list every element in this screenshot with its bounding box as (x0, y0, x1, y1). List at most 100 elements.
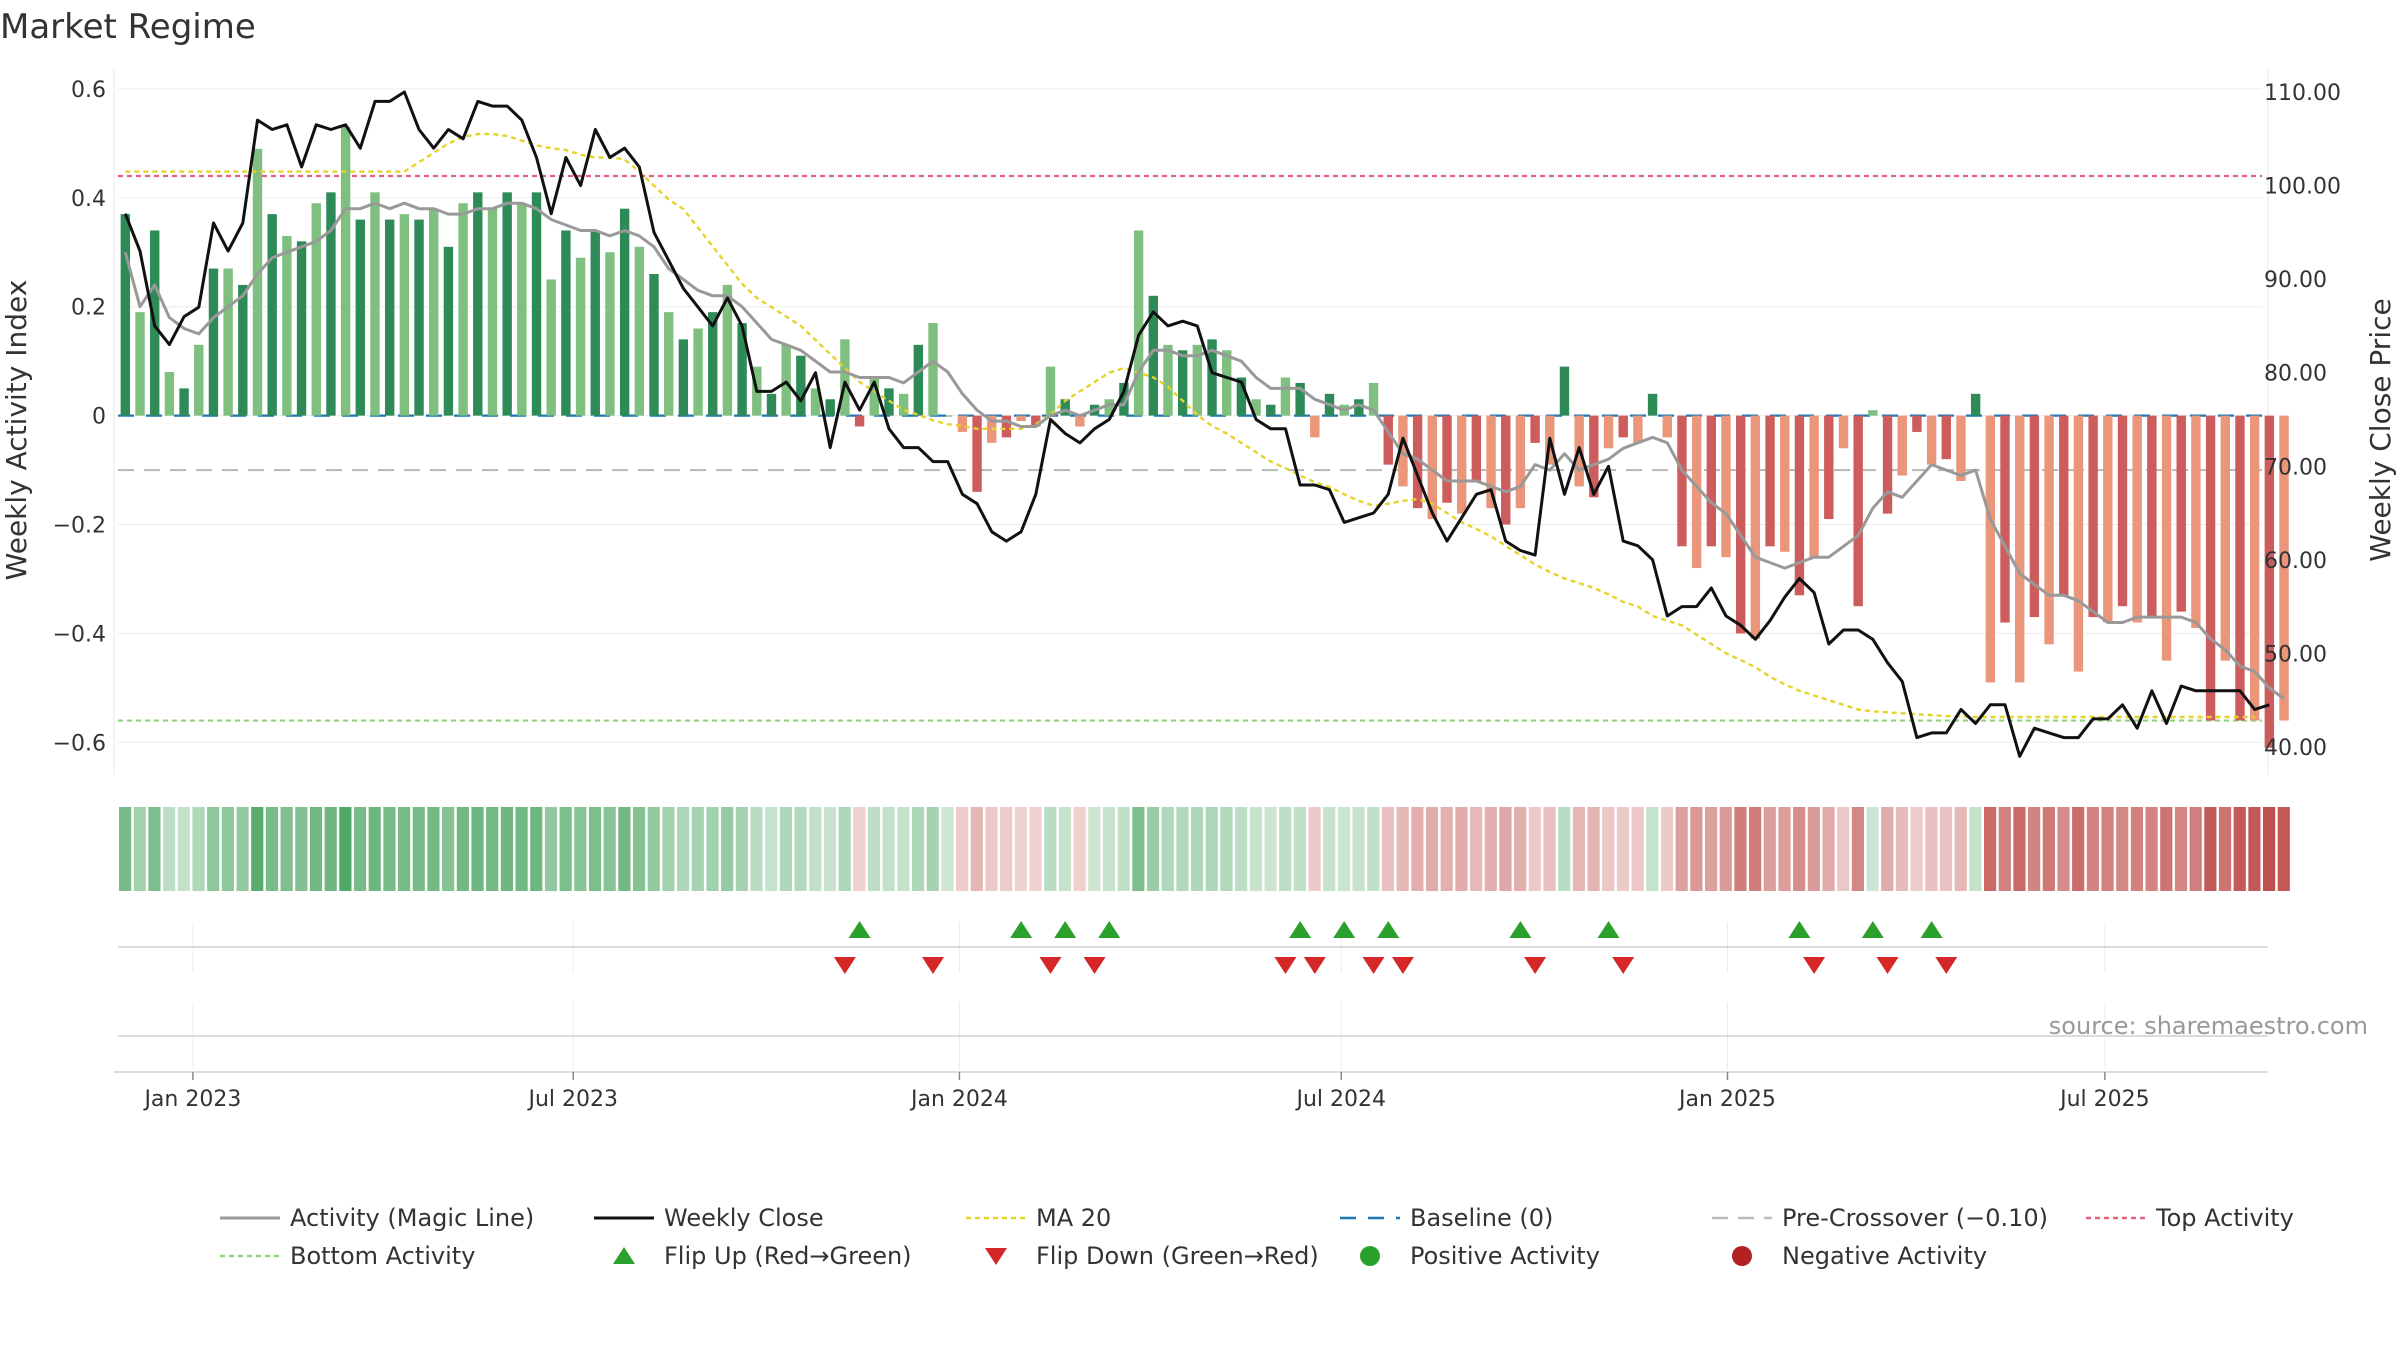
left-axis-label: Weekly Activity Index (0, 280, 33, 581)
activity-bar (854, 415, 865, 427)
regime-cell (221, 807, 234, 891)
regime-cell (647, 807, 660, 891)
regime-cell (1146, 807, 1160, 891)
legend-label: Baseline (0) (1410, 1204, 1553, 1232)
activity-bar (2161, 415, 2172, 661)
activity-bar (2235, 415, 2245, 721)
regime-cell (721, 807, 734, 891)
activity-bar (2103, 415, 2113, 623)
regime-cell (500, 807, 513, 891)
right-tick-label: 40.00 (2264, 736, 2327, 761)
regime-cell (368, 807, 381, 891)
activity-bar (414, 219, 424, 416)
regime-cell (339, 807, 352, 891)
activity-bar (1691, 415, 1702, 569)
flip-up-marker (848, 921, 871, 938)
regime-cell (148, 807, 161, 891)
regime-cell (207, 807, 220, 891)
activity-bar (223, 268, 233, 416)
regime-cell (1719, 807, 1732, 891)
regime-cell (1425, 807, 1439, 891)
activity-bar (2147, 415, 2157, 618)
activity-bar (561, 230, 571, 416)
right-tick-label: 90.00 (2264, 268, 2327, 293)
activity-bar (1001, 415, 1012, 438)
activity-bar (1956, 415, 1966, 481)
regime-cell (2028, 807, 2041, 891)
regime-cell (1235, 807, 1248, 891)
regime-cell (1528, 807, 1541, 891)
activity-bar (1354, 399, 1364, 416)
regime-cell (735, 807, 748, 891)
regime-cell (1381, 807, 1395, 891)
flip-up-marker (1010, 921, 1033, 938)
activity-bar (1501, 415, 1511, 525)
activity-bar (399, 214, 410, 416)
activity-bar (2073, 415, 2084, 672)
activity-bar (1222, 350, 1232, 416)
regime-cell (2233, 807, 2246, 891)
regime-cell (2174, 807, 2188, 891)
activity-bar (1912, 415, 1922, 432)
activity-bar (340, 127, 351, 416)
legend-item-magic: Activity (Magic Line) (220, 1204, 534, 1232)
activity-bar (1853, 415, 1863, 607)
regime-cell (1337, 807, 1351, 891)
activity-bar (663, 312, 674, 416)
legend-item-ma20: MA 20 (966, 1204, 1111, 1232)
activity-bar (869, 377, 879, 416)
regime-cell (1587, 807, 1600, 891)
regime-cell (1499, 807, 1512, 891)
regime-cell (2218, 807, 2232, 891)
regime-cell (588, 807, 602, 891)
activity-bar (1530, 415, 1540, 443)
regime-cell (1058, 807, 1072, 891)
activity-bar (1177, 350, 1188, 416)
activity-bar (2044, 415, 2054, 645)
activity-bar (311, 203, 321, 416)
legend-label: Top Activity (2155, 1204, 2294, 1232)
regime-cell (412, 807, 425, 891)
activity-bar (619, 208, 630, 416)
legend-label: MA 20 (1036, 1204, 1111, 1232)
regime-cell (251, 807, 264, 891)
regime-cell (398, 807, 411, 891)
activity-bar (1486, 415, 1496, 509)
left-tick-label: 0.2 (71, 296, 106, 321)
empty-panel (118, 1002, 2268, 1070)
regime-cell (794, 807, 807, 891)
legend-label: Negative Activity (1782, 1242, 1987, 1270)
regime-cell (530, 807, 543, 891)
regime-cell (1161, 807, 1174, 891)
regime-cell (2057, 807, 2070, 891)
regime-cell (2248, 807, 2261, 891)
activity-bar (1618, 415, 1628, 438)
regime-cell (1983, 807, 1997, 891)
flip-down-marker (1524, 957, 1547, 974)
regime-cell (119, 807, 132, 891)
activity-bar (913, 344, 924, 416)
activity-bar (1897, 415, 1907, 476)
regime-cell (427, 807, 440, 891)
flip-down-marker (1391, 957, 1414, 974)
x-tick-label: Jan 2023 (142, 1087, 241, 1112)
activity-bar (825, 399, 835, 416)
regime-cell (1484, 807, 1497, 891)
activity-bar (502, 192, 512, 416)
activity-bar (972, 415, 982, 492)
activity-bar (267, 214, 277, 416)
activity-bar (1471, 415, 1482, 481)
activity-bar (1383, 415, 1393, 465)
regime-cell (353, 807, 367, 891)
regime-cell (765, 807, 778, 891)
activity-bar (722, 284, 733, 416)
activity-bar (296, 241, 307, 416)
regime-cell (941, 807, 954, 891)
activity-bar (1133, 230, 1144, 416)
activity-bar (2117, 415, 2128, 607)
activity-bar (678, 339, 689, 416)
activity-bar (1207, 339, 1217, 416)
activity-bar (1633, 415, 1643, 443)
regime-cell (1749, 807, 1762, 891)
